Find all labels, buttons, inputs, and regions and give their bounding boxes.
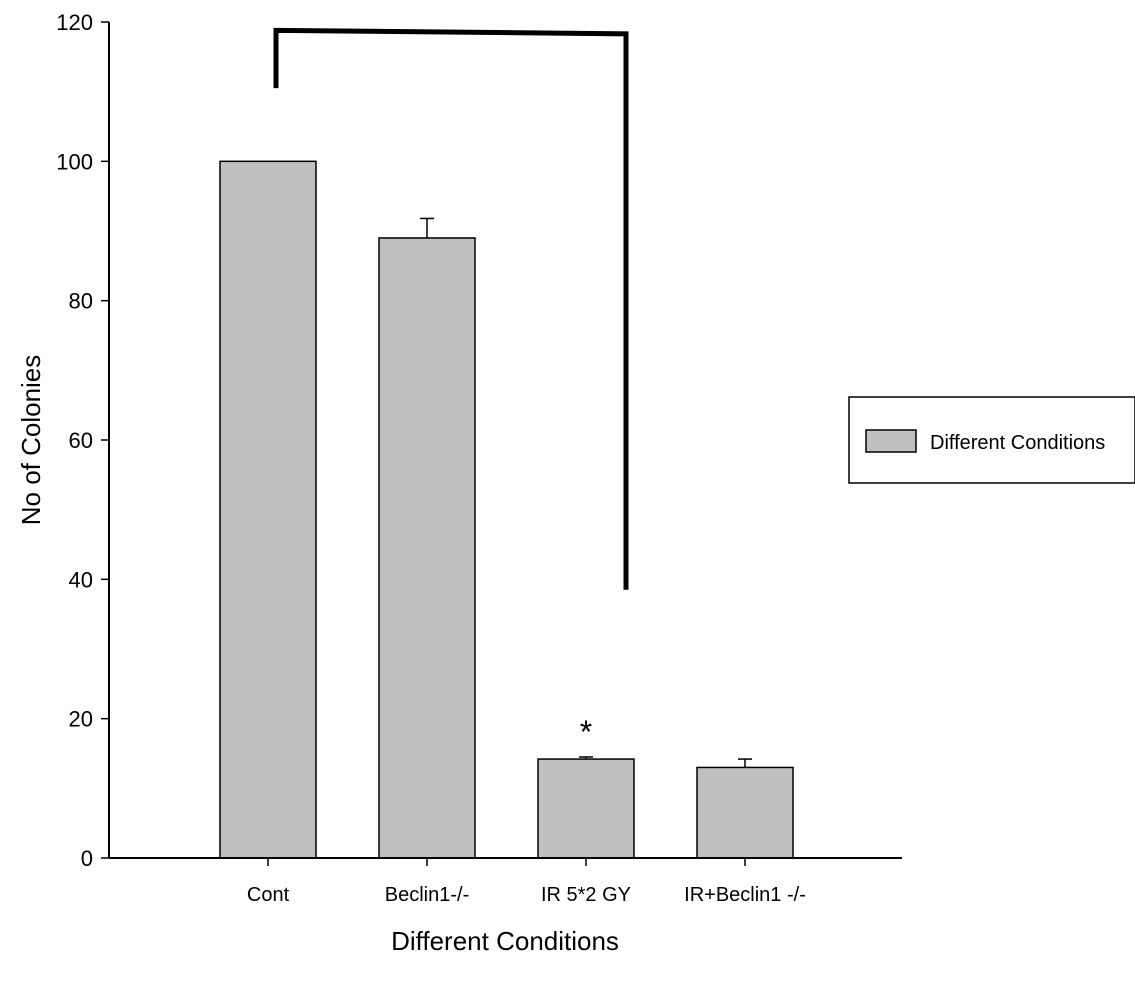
significance-bracket-line xyxy=(273,27,629,590)
bar xyxy=(696,766,794,859)
significance-bracket xyxy=(273,27,629,590)
y-tick-label: 40 xyxy=(69,567,93,592)
y-tick-label: 80 xyxy=(69,289,93,314)
annotations-layer: * xyxy=(580,714,592,750)
bar xyxy=(378,237,476,859)
y-tick-label: 0 xyxy=(81,846,93,871)
y-axis-title: No of Colonies xyxy=(16,355,46,526)
legend: Different Conditions xyxy=(848,396,1135,484)
x-tick-label: Beclin1-/- xyxy=(385,884,469,906)
legend-swatch xyxy=(865,429,917,453)
x-ticks-layer: Cont Beclin1-/- IR 5*2 GY IR+Beclin1 -/- xyxy=(247,858,806,906)
y-tick-label: 20 xyxy=(69,707,93,732)
y-ticks-layer: 0 20 40 60 80 100 120 xyxy=(56,10,109,871)
x-tick-label: IR+Beclin1 -/- xyxy=(684,884,806,906)
significance-star: * xyxy=(580,714,592,750)
bar xyxy=(219,160,317,859)
x-axis-title: Different Conditions xyxy=(391,926,619,956)
y-tick-label: 100 xyxy=(56,149,93,174)
x-tick-label: IR 5*2 GY xyxy=(541,884,631,906)
bar xyxy=(537,758,635,859)
error-bars-layer xyxy=(420,217,752,768)
y-tick-label: 60 xyxy=(69,428,93,453)
y-tick-label: 120 xyxy=(56,10,93,35)
x-tick-label: Cont xyxy=(247,884,290,906)
bars-layer xyxy=(219,160,794,859)
legend-label: Different Conditions xyxy=(930,432,1105,454)
